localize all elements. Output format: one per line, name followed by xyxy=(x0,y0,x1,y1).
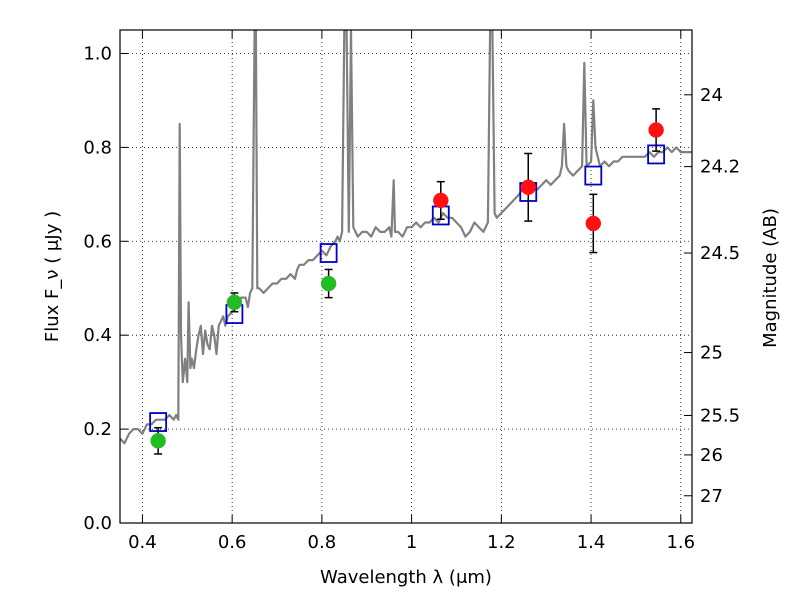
y-tick-label: 0.4 xyxy=(83,325,112,346)
y-tick-label: 0.8 xyxy=(83,137,112,158)
y-tick-label: 0.2 xyxy=(83,419,112,440)
x-axis-label: Wavelength λ (μm) xyxy=(320,567,492,588)
right-tick-label: 25 xyxy=(700,343,723,364)
y-axis-label: Flux F_ν ( μJy ) xyxy=(42,211,63,342)
model-square-marker xyxy=(319,243,338,263)
data-point xyxy=(150,433,166,449)
data-point xyxy=(585,215,602,232)
grid-lines xyxy=(120,30,692,524)
plot-frame xyxy=(119,29,693,524)
plot-content xyxy=(120,30,692,455)
x-tick-label: 0.6 xyxy=(218,532,247,553)
right-tick-label: 27 xyxy=(700,486,723,507)
x-tick-label: 0.4 xyxy=(128,532,157,553)
y-tick-label: 0.0 xyxy=(83,513,112,534)
right-tick-label: 25.5 xyxy=(700,405,740,426)
data-point xyxy=(520,179,537,196)
x-tick-label: 1.6 xyxy=(666,532,695,553)
data-point xyxy=(320,275,337,292)
right-tick-label: 26 xyxy=(700,445,723,466)
right-tick-label: 24 xyxy=(700,85,723,106)
model-square-marker xyxy=(584,165,603,186)
right-tick-label: 24.2 xyxy=(700,157,740,178)
x-tick-label: 1.2 xyxy=(487,532,516,553)
x-tick-label: 1 xyxy=(406,532,417,553)
right-tick-label: 24.5 xyxy=(700,243,740,264)
data-point xyxy=(433,192,449,209)
y-axis-right-label: Magnitude (AB) xyxy=(760,208,781,348)
x-tick-label: 1.4 xyxy=(577,532,606,553)
data-point xyxy=(226,294,243,311)
model-spectrum-line xyxy=(120,30,692,445)
data-point xyxy=(648,122,664,138)
y-tick-label: 0.6 xyxy=(83,231,112,252)
y-tick-label: 1.0 xyxy=(83,43,112,64)
x-tick-label: 0.8 xyxy=(308,532,337,553)
axis-ticks: 0.4 0.6 0.8 1 1.2 1.4 1.6 0.0 0.2 0.4 0.6 0.8 1.0 24 2… xyxy=(83,30,740,553)
